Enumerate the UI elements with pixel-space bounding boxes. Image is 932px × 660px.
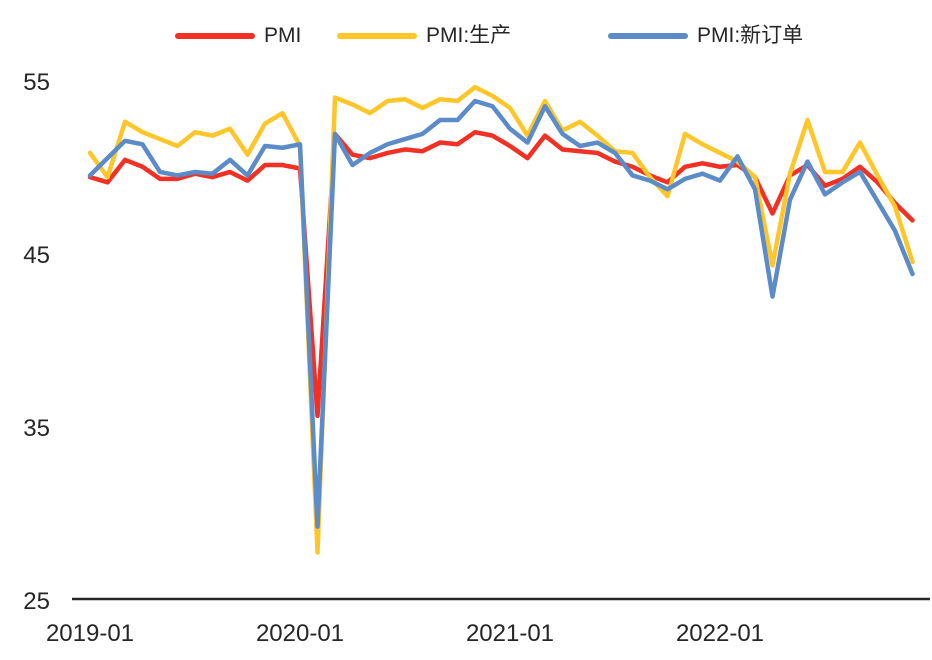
legend-item-pmi-new-orders: PMI:新订单 <box>608 24 803 48</box>
legend-label-pmi-production: PMI:生产 <box>426 24 512 47</box>
y-tick-label: 25 <box>23 588 50 615</box>
legend-item-pmi-production: PMI:生产 <box>337 24 511 48</box>
x-tick-label: 2021-01 <box>466 620 554 647</box>
series-lines <box>87 84 915 555</box>
x-axis-labels: 2019-01 2020-01 2021-01 2022-01 <box>46 620 764 647</box>
x-tick-label: 2020-01 <box>256 620 344 647</box>
y-tick-label: 45 <box>23 242 50 269</box>
chart-legend: PMI PMI:生产 PMI:新订单 <box>0 0 932 60</box>
x-tick-label: 2022-01 <box>676 620 764 647</box>
legend-swatch-pmi-production-icon <box>337 33 417 39</box>
legend-swatch-pmi-icon <box>175 33 255 39</box>
series-line-PMI:生产 <box>87 84 915 555</box>
legend-swatch-pmi-new-orders-icon <box>608 33 688 39</box>
legend-label-pmi: PMI <box>264 24 302 47</box>
y-axis-labels: 25 35 45 55 <box>23 69 50 615</box>
y-tick-label: 55 <box>23 69 50 96</box>
series-line-PMI:新订单 <box>87 98 915 529</box>
y-tick-label: 35 <box>23 415 50 442</box>
x-tick-label: 2019-01 <box>46 620 134 647</box>
legend-label-pmi-new-orders: PMI:新订单 <box>697 24 804 47</box>
series-line-PMI <box>87 129 915 419</box>
legend-item-pmi: PMI <box>175 24 301 48</box>
